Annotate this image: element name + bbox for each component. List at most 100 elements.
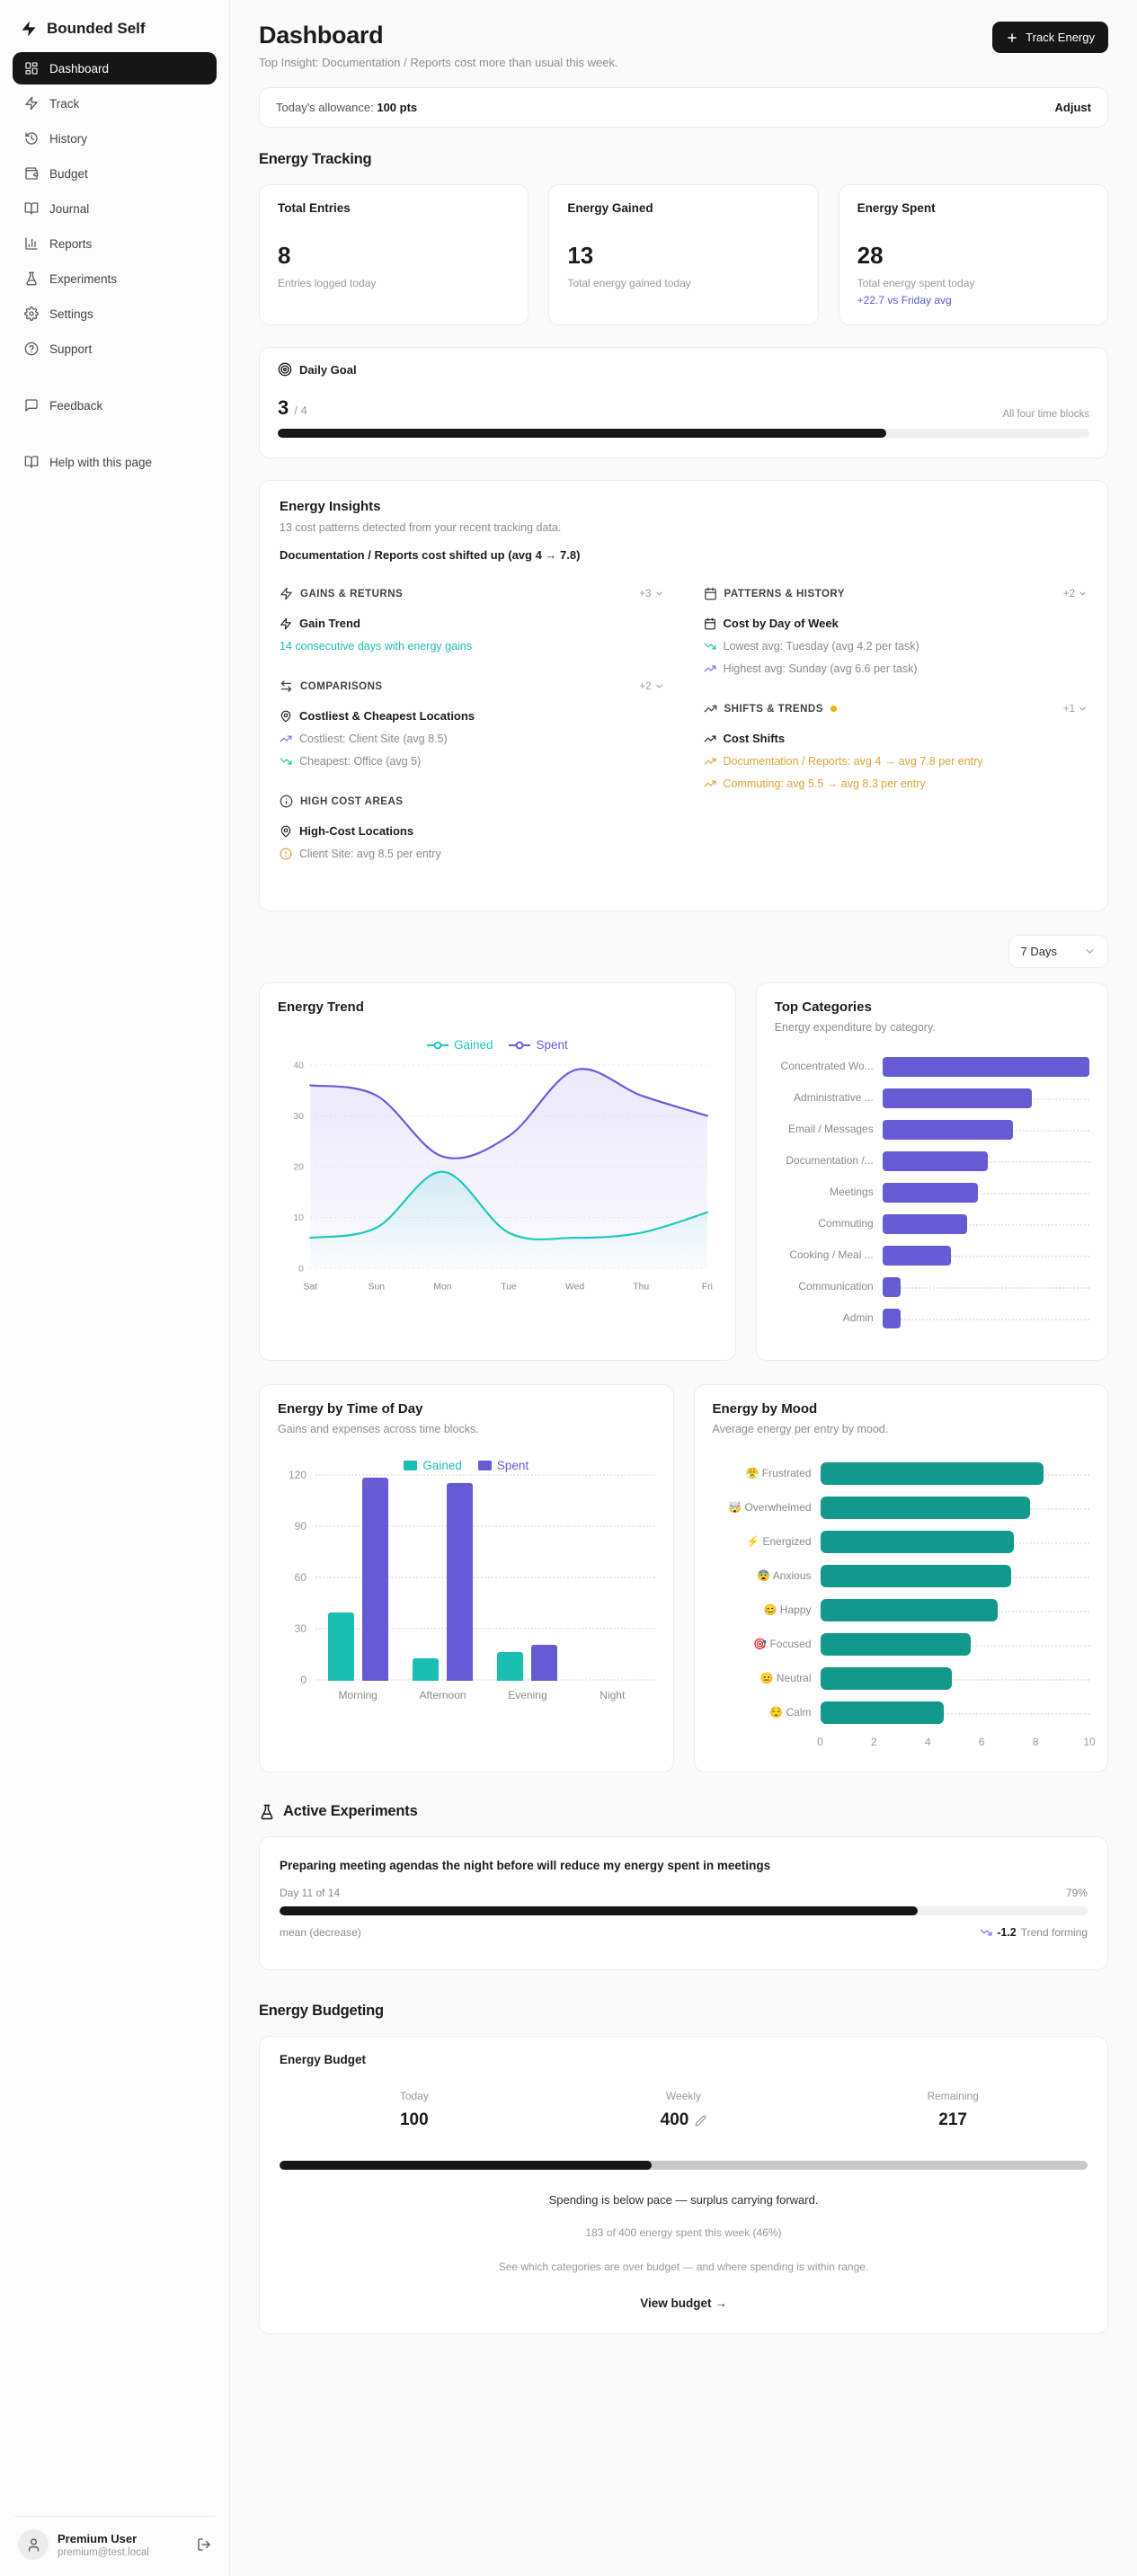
allowance-label: Today's allowance: [276, 101, 374, 114]
sidebar-item-history[interactable]: History [13, 122, 217, 155]
hbar-label: 😊 Happy [763, 1603, 812, 1616]
hbar-bar [820, 1599, 999, 1621]
hbar-gridline [820, 1712, 1089, 1715]
energy-budget-title: Energy Budget [280, 2053, 367, 2066]
logout-icon[interactable] [197, 2537, 211, 2552]
hbar-label: Documentation /... [786, 1154, 874, 1168]
message-square-icon [24, 398, 39, 413]
insight-line: Cheapest: Office (avg 5) [280, 755, 664, 768]
legend-marker [426, 1041, 449, 1050]
adjust-button[interactable]: Adjust [1054, 101, 1091, 114]
trending-down-icon [980, 1926, 992, 1939]
insight-group-expander[interactable]: +3 [639, 589, 663, 600]
main-content: Dashboard Top Insight: Documentation / R… [230, 0, 1137, 2576]
edit-pencil-icon[interactable] [695, 2115, 706, 2127]
svg-text:0: 0 [298, 1265, 304, 1275]
hbar-bar [820, 1633, 972, 1656]
hbar-bar [820, 1701, 945, 1724]
trending-up-icon [280, 733, 292, 745]
experiment-hypothesis: Preparing meeting agendas the night befo… [280, 1859, 771, 1872]
svg-text:Mon: Mon [433, 1283, 451, 1292]
chevron-down-icon [1078, 589, 1088, 599]
hbar-gridline [882, 1319, 1089, 1320]
legend-item-gained[interactable]: Gained [426, 1038, 493, 1052]
sidebar-item-experiments[interactable]: Experiments [13, 262, 217, 295]
budget-stat-weekly: Weekly 400 [549, 2090, 819, 2130]
hbar-label: ⚡ Energized [746, 1534, 812, 1548]
svg-text:Sun: Sun [369, 1283, 386, 1292]
daily-goal-card: Daily Goal 3 / 4 All four time blocks [259, 347, 1108, 458]
trending-up-icon [704, 777, 716, 790]
bar-group-morning [315, 1476, 400, 1681]
period-select[interactable]: 7 Days [1008, 935, 1108, 968]
svg-text:Thu: Thu [633, 1283, 649, 1292]
layout-dashboard-icon [24, 61, 39, 76]
flask-icon [24, 271, 39, 286]
svg-text:40: 40 [293, 1061, 304, 1070]
hbar-bar [882, 1246, 951, 1266]
energy-by-mood-chart: 😤 Frustrated 🤯 Overwhelmed ⚡ Energized 😨 An… [713, 1462, 1096, 1752]
legend-item-spent[interactable]: Spent [509, 1038, 568, 1052]
hbar-track [882, 1309, 1089, 1328]
hbar-row: 🎯 Focused [713, 1633, 1089, 1656]
insight-group-expander[interactable]: +1 [1063, 704, 1088, 715]
page-header: Dashboard Top Insight: Documentation / R… [259, 22, 1108, 69]
chevron-down-icon [1078, 704, 1088, 714]
view-budget-link[interactable]: View budget → [640, 2296, 727, 2310]
bar-spent [361, 1477, 388, 1681]
experiment-progress [280, 1906, 1088, 1915]
wallet-icon [24, 166, 39, 181]
legend-marker [404, 1461, 418, 1470]
legend-item-gained[interactable]: Gained [404, 1459, 462, 1472]
gridline: 120 [289, 1469, 655, 1481]
insight-group-expander[interactable]: +2 [639, 681, 663, 692]
sidebar-item-budget[interactable]: Budget [13, 157, 217, 190]
calendar-icon [704, 587, 717, 600]
insight-group-header: HIGH COST AREAS [280, 795, 664, 808]
sidebar-item-settings[interactable]: Settings [13, 298, 217, 330]
energy-trend-title: Energy Trend [278, 999, 364, 1015]
stat-value: 13 [567, 242, 594, 269]
hbar-track [820, 1497, 1089, 1519]
hbar-row: Administrative ... [775, 1088, 1089, 1108]
bar-gained [497, 1651, 524, 1681]
energy-insights-card: Energy Insights 13 cost patterns detecte… [259, 480, 1108, 911]
sidebar-item-label: Budget [49, 166, 88, 181]
experiment-delta: -1.2 [997, 1926, 1017, 1939]
hbar-axis: 0 2 4 6 8 10 [817, 1736, 1096, 1748]
hbar-track [882, 1277, 1089, 1297]
sidebar-item-journal[interactable]: Journal [13, 192, 217, 225]
sidebar-item-label: Reports [49, 236, 93, 251]
sidebar-item-support[interactable]: Support [13, 333, 217, 365]
insight-group-expander[interactable]: +2 [1063, 589, 1088, 600]
sidebar-nav: Dashboard Track History Budget Journal Report… [13, 52, 217, 481]
track-energy-button[interactable]: Track Energy [992, 22, 1108, 53]
sidebar-item-help-with-this-page[interactable]: Help with this page [13, 446, 217, 478]
user-email: premium@test.local [58, 2546, 149, 2558]
legend-item-spent[interactable]: Spent [477, 1459, 529, 1472]
sidebar-item-feedback[interactable]: Feedback [13, 389, 217, 422]
insight-group-shifts-trends: SHIFTS & TRENDS +1 Cost Shifts Documentatio… [704, 702, 1088, 790]
zap-logo-icon [20, 20, 38, 38]
insight-line: 14 consecutive days with energy gains [280, 640, 473, 653]
sidebar-item-reports[interactable]: Reports [13, 227, 217, 260]
hbar-gridline [820, 1678, 1089, 1681]
app-logo: Bounded Self [13, 16, 217, 52]
sidebar-item-dashboard[interactable]: Dashboard [13, 52, 217, 84]
chevron-down-icon [1084, 946, 1096, 957]
bar-spent [531, 1645, 558, 1681]
hbar-row: Documentation /... [775, 1151, 1089, 1171]
insight-group-header: SHIFTS & TRENDS +1 [704, 702, 1088, 715]
sidebar-item-label: Track [49, 96, 80, 111]
stat-delta: +22.7 vs Friday avg [857, 294, 952, 306]
experiment-percent: 79% [1065, 1887, 1088, 1899]
page-title: Dashboard [259, 22, 384, 49]
hbar-track [820, 1599, 1089, 1621]
app-name: Bounded Self [47, 20, 146, 37]
insight-line: Client Site: avg 8.5 per entry [280, 848, 664, 860]
energy-tracking-section-title: Energy Tracking [259, 151, 372, 167]
zap-icon [280, 617, 292, 630]
info-icon [280, 795, 293, 808]
sidebar-item-track[interactable]: Track [13, 87, 217, 120]
stat-value: 8 [278, 242, 291, 269]
